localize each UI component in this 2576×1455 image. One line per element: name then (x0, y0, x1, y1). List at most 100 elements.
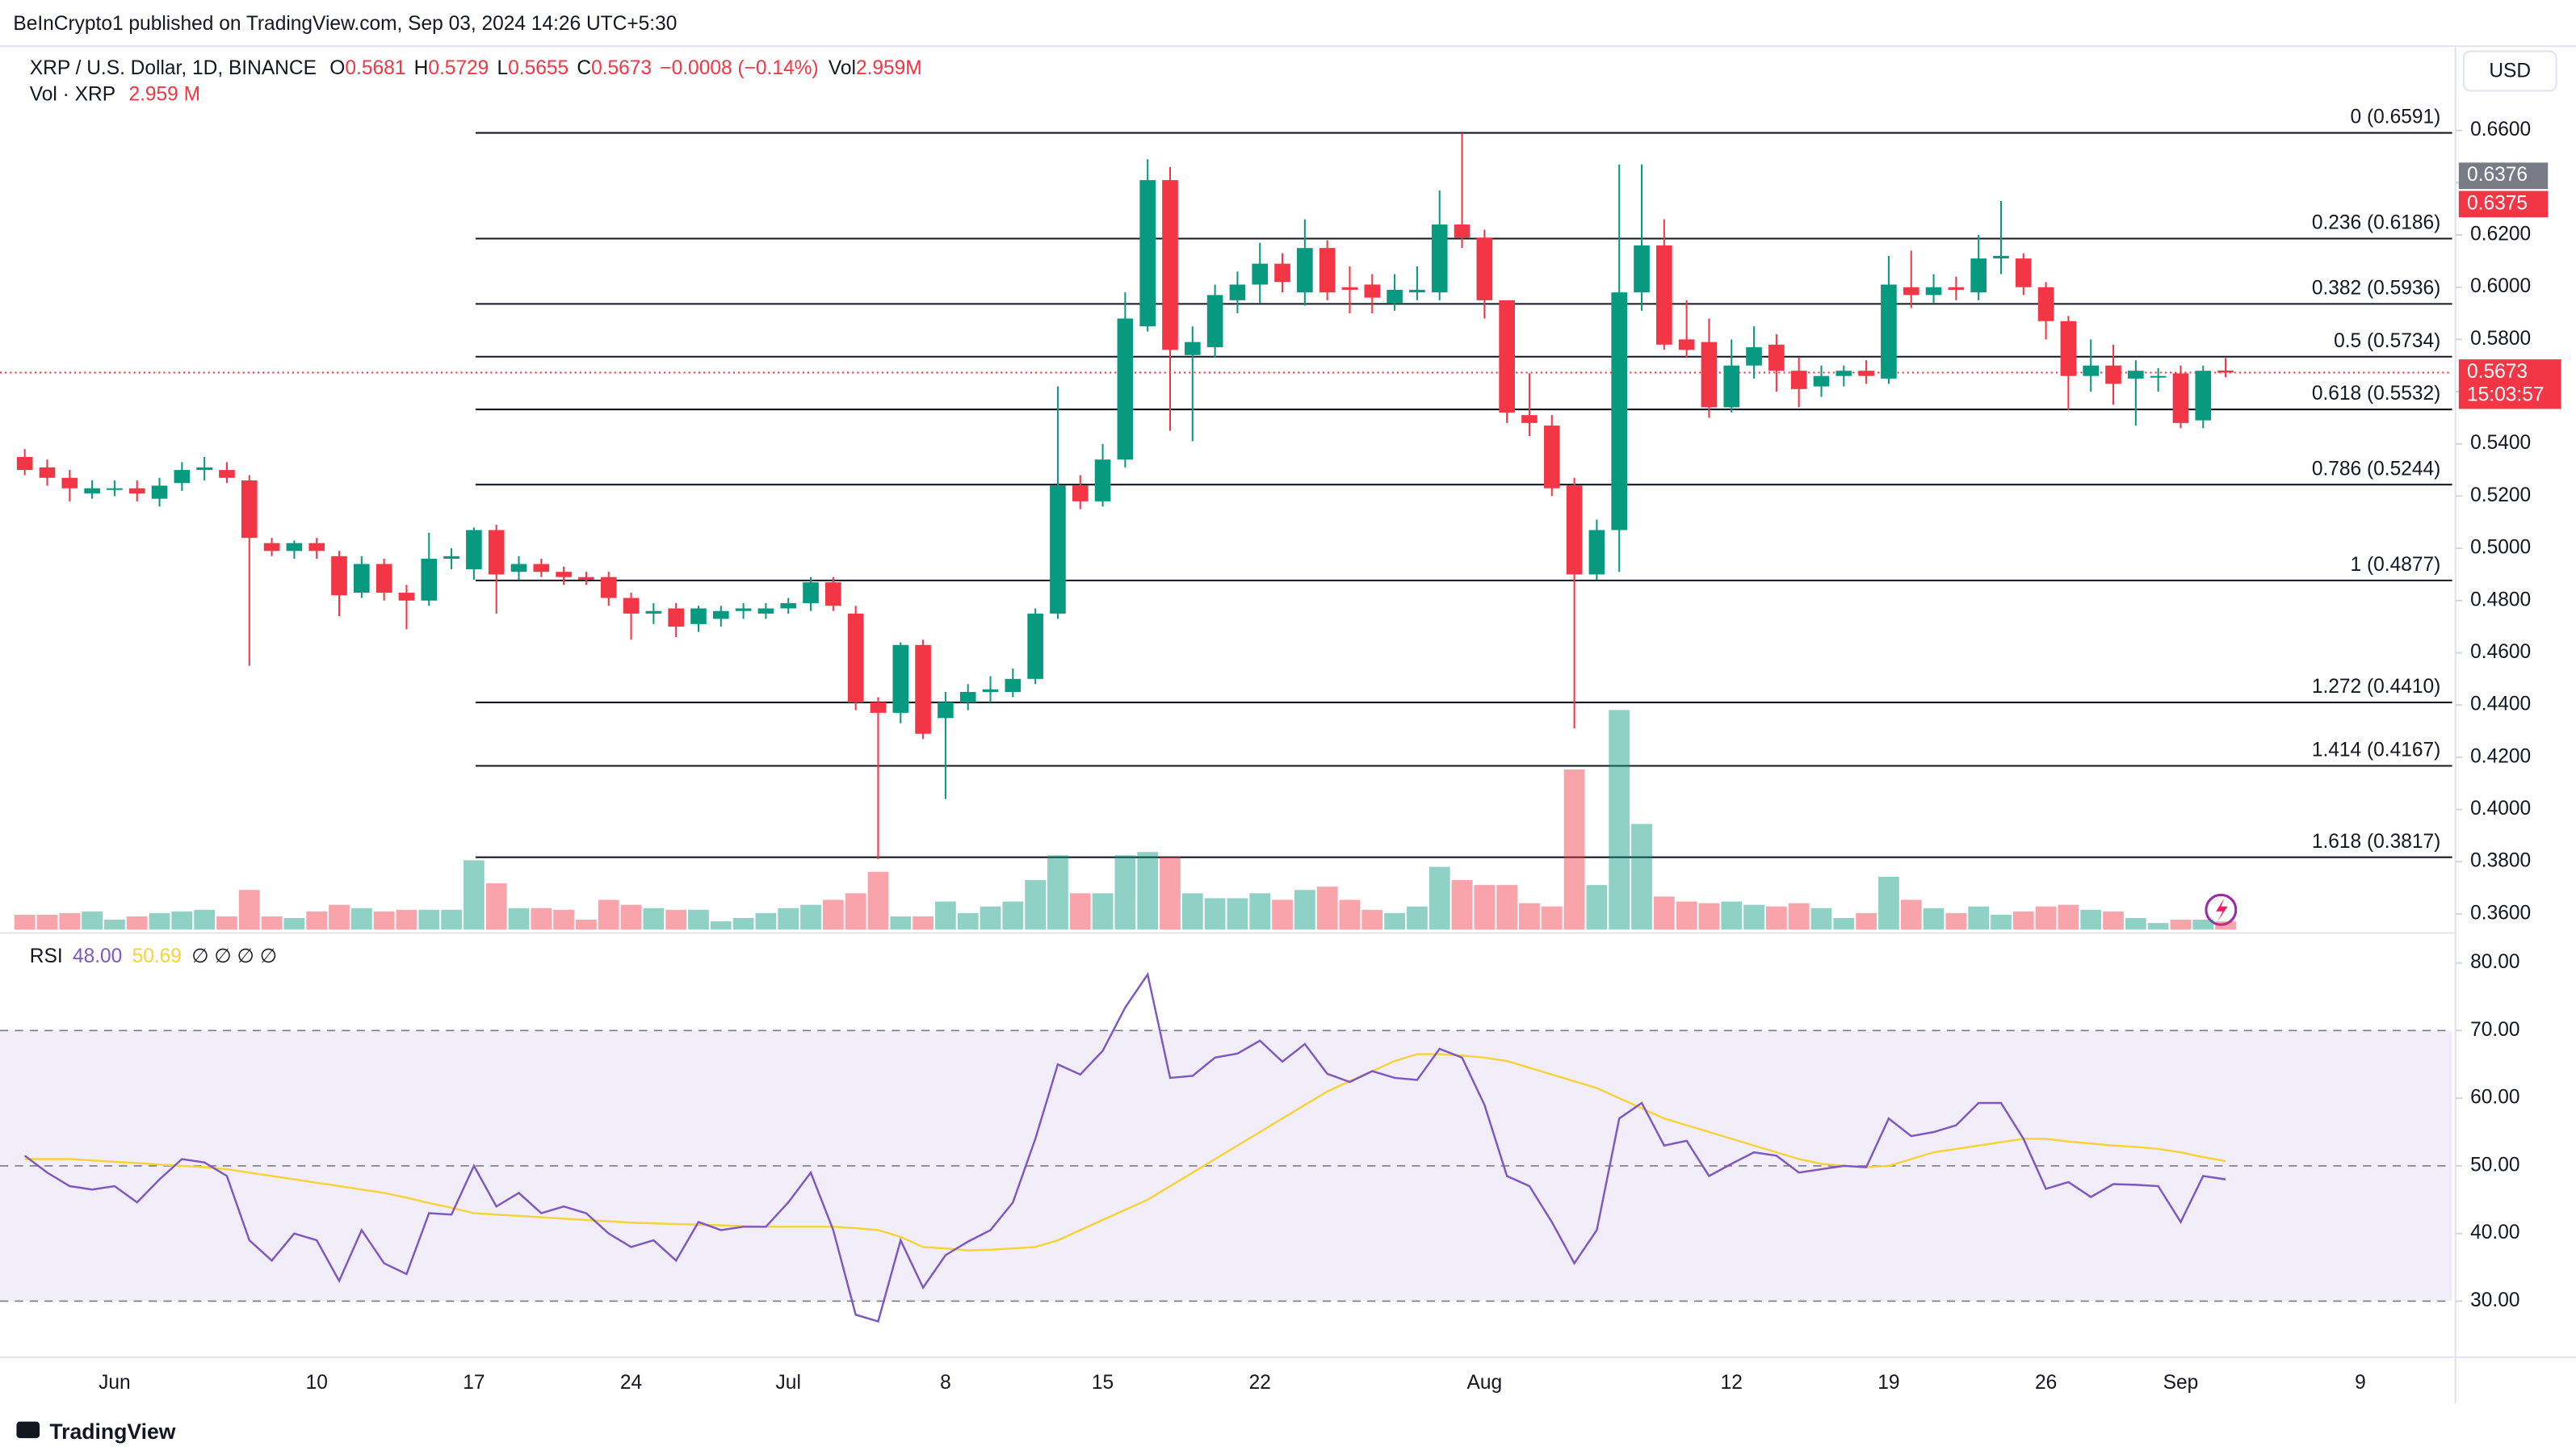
candle-body (61, 477, 78, 488)
candle-body (1005, 678, 1022, 692)
candle-body (1521, 415, 1538, 423)
candle-body (466, 530, 482, 569)
volume-bar (576, 920, 597, 930)
countdown-label: 15:03:57 (2467, 384, 2544, 406)
last-price-box (2458, 359, 2561, 409)
volume-bar (373, 911, 395, 930)
candle-body (1858, 371, 1874, 376)
candle-body (1881, 284, 1897, 379)
volume-bar (2170, 920, 2192, 930)
volume-bar (2147, 923, 2169, 930)
candle-body (712, 610, 729, 619)
candle-body (2128, 371, 2144, 379)
volume-bar (2215, 921, 2236, 930)
rsi-line (23, 971, 2226, 1323)
volume-bar (1676, 901, 1697, 930)
candle-body (735, 608, 752, 611)
volume-bar (418, 909, 440, 930)
candle-body (1162, 180, 1178, 350)
volume-bar (1092, 893, 1114, 930)
candle-body (1499, 300, 1515, 413)
candle-body (1050, 485, 1066, 614)
volume-bar (980, 906, 1001, 930)
volume-bar (508, 908, 530, 930)
volume-bar (216, 916, 237, 930)
candle-body (39, 467, 56, 478)
candle-body (803, 582, 819, 604)
volume-bar (1833, 917, 1855, 930)
volume-bar (104, 920, 125, 930)
candle-body (151, 485, 168, 499)
alert-bolt (2216, 898, 2228, 922)
candle-body (219, 470, 235, 478)
candle-body (600, 577, 617, 598)
y-tick-label: 0.5000 (2470, 537, 2531, 559)
candle-body (623, 598, 640, 614)
candle-body (1206, 295, 1223, 348)
candle-body (2172, 373, 2189, 423)
volume-bar (194, 909, 216, 930)
x-tick-label: 24 (620, 1372, 642, 1394)
candle-body (1319, 248, 1336, 293)
x-tick-label: 15 (1092, 1372, 1114, 1394)
currency-button-label[interactable]: USD (2489, 60, 2531, 82)
volume-bar (1384, 912, 1405, 930)
candle-body (1476, 237, 1493, 300)
volume-bar (598, 899, 619, 930)
y-tick-label: 0.5800 (2470, 328, 2531, 350)
candle-body (510, 564, 527, 572)
volume-bar (171, 911, 193, 930)
candle-body (1790, 371, 1807, 389)
volume-bar (2035, 906, 2057, 930)
candle-body (196, 467, 212, 471)
volume-bar (1474, 885, 1496, 930)
candle-body (2037, 287, 2054, 321)
volume-bar (441, 909, 462, 930)
volume-bar (1923, 908, 1945, 930)
candle-body (331, 556, 347, 596)
volume-bar (1991, 914, 2012, 930)
volume-bar (1361, 909, 1383, 930)
fib-label: 1.618 (0.3817) (2312, 831, 2440, 853)
fib-label: 0.786 (0.5244) (2312, 458, 2440, 480)
candle-body (757, 608, 774, 614)
volume-bar (1765, 906, 1787, 930)
candle-body (1746, 347, 1762, 366)
candle-body (1543, 426, 1560, 488)
x-tick-label: Aug (1467, 1372, 1503, 1394)
currency-button[interactable] (2462, 50, 2557, 92)
volume-bar (1227, 898, 1248, 930)
candle-body (1813, 375, 1830, 387)
volume-bar (1900, 899, 1922, 930)
candle-body (1454, 224, 1471, 238)
candle-body (1701, 342, 1718, 408)
y-tick-label: 0.5400 (2470, 432, 2531, 454)
candle-body (780, 603, 797, 609)
y-tick-label: 50.00 (2470, 1154, 2519, 1176)
candle-body (1229, 284, 1246, 300)
volume-bar (890, 916, 912, 930)
y-tick-label: 0.4200 (2470, 745, 2531, 767)
legend-text: 2.959 M (128, 84, 200, 106)
candle-body (128, 488, 145, 494)
x-tick-label: 12 (1721, 1372, 1743, 1394)
candle-body (556, 572, 572, 577)
candle-body (107, 488, 123, 490)
volume-bar (2103, 911, 2124, 930)
volume-bar (2058, 904, 2079, 930)
volume-bar (396, 909, 417, 930)
volume-bar (1316, 887, 1338, 930)
logo-icon (16, 1421, 40, 1439)
volume-bar (531, 908, 552, 930)
legend-text: XRP / U.S. Dollar, 1D, BINANCE (30, 57, 317, 79)
candle-body (2083, 365, 2100, 376)
candle-body (286, 543, 303, 551)
candle-body (825, 582, 841, 606)
volume-bar (1451, 879, 1473, 930)
volume-bar (59, 912, 81, 930)
volume-bar (1272, 899, 1293, 930)
volume-bar (1810, 908, 1832, 930)
x-tick-label: 9 (2355, 1372, 2366, 1394)
volume-bar (36, 914, 58, 930)
